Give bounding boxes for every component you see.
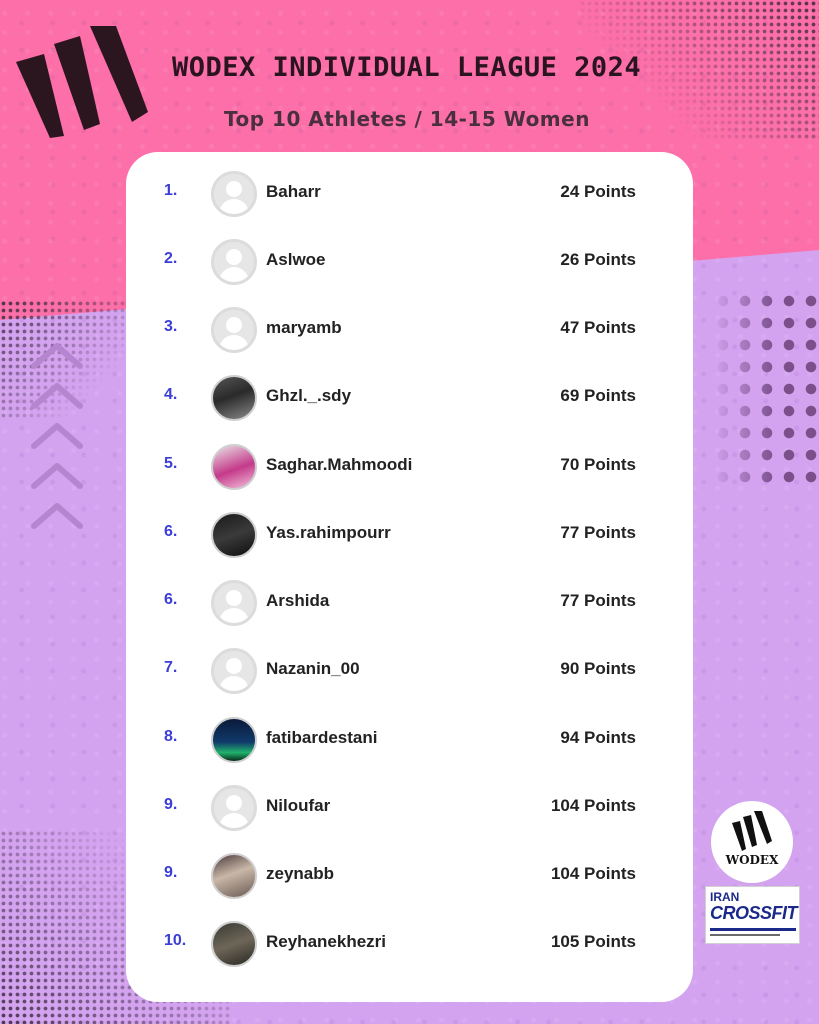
- chevron-up-icon: [31, 463, 83, 489]
- avatar-placeholder-icon: [211, 307, 257, 353]
- athlete-rank: 2.: [164, 250, 178, 267]
- chevron-up-icon: [31, 383, 83, 409]
- athlete-rank: 3.: [164, 318, 178, 335]
- leaderboard-row: 10. Reyhanekhezri 105 Points: [126, 918, 693, 970]
- leaderboard-row: 6. Arshida 77 Points: [126, 577, 693, 629]
- athlete-points: 90 Points: [560, 659, 636, 678]
- athlete-avatar-photo: [211, 921, 257, 967]
- page-subtitle: Top 10 Athletes / 14-15 Women: [224, 107, 590, 131]
- athlete-points: 24 Points: [560, 182, 636, 201]
- athlete-name: Yas.rahimpourr: [266, 523, 391, 542]
- wodex-badge-logo: WODEX: [711, 801, 793, 883]
- crossfit-badge-subline: [710, 934, 780, 936]
- athlete-avatar-photo: [211, 444, 257, 490]
- avatar-placeholder-icon: [211, 648, 257, 694]
- crossfit-badge-rule: [710, 928, 796, 931]
- chevron-stack-decoration: [30, 338, 84, 538]
- athlete-name: Baharr: [266, 182, 321, 201]
- athlete-points: 105 Points: [550, 932, 636, 951]
- wodex-mark-icon: [732, 811, 772, 851]
- athlete-avatar-photo: [211, 375, 257, 421]
- halftone-pattern-top-right: [579, 0, 819, 140]
- athlete-points: 47 Points: [560, 318, 636, 337]
- athlete-points: 94 Points: [560, 728, 636, 747]
- avatar-placeholder-icon: [211, 580, 257, 626]
- athlete-points: 77 Points: [560, 591, 636, 610]
- crossfit-badge-country: IRAN: [710, 890, 740, 904]
- leaderboard-row: 9. Niloufar 104 Points: [126, 782, 693, 834]
- halftone-pattern-left: [0, 300, 130, 420]
- athlete-name: Aslwoe: [266, 250, 326, 269]
- athlete-rank: 5.: [164, 455, 178, 472]
- page-title: WODEX INDIVIDUAL LEAGUE 2024: [172, 52, 642, 83]
- athlete-avatar-photo: [211, 717, 257, 763]
- athlete-avatar-photo: [211, 853, 257, 899]
- athlete-points: 77 Points: [560, 523, 636, 542]
- athlete-points: 104 Points: [550, 864, 636, 883]
- athlete-rank: 9.: [164, 796, 178, 813]
- athlete-name: Reyhanekhezri: [266, 932, 386, 951]
- wodex-logo: [16, 26, 148, 138]
- athlete-points: 69 Points: [560, 386, 636, 405]
- athlete-name: maryamb: [266, 318, 342, 337]
- athlete-name: Saghar.Mahmoodi: [266, 455, 413, 474]
- athlete-rank: 4.: [164, 386, 178, 403]
- wodex-badge-label: WODEX: [725, 853, 779, 867]
- leaderboard-row: 9. zeynabb 104 Points: [126, 850, 693, 902]
- chevron-up-icon: [31, 343, 83, 369]
- athlete-name: zeynabb: [266, 864, 335, 883]
- athlete-points: 70 Points: [560, 455, 636, 474]
- chevron-up-icon: [31, 503, 83, 529]
- athlete-name: Nazanin_00: [266, 659, 360, 678]
- athlete-rank: 6.: [164, 523, 178, 540]
- leaderboard-row: 8. fatibardestani 94 Points: [126, 714, 693, 766]
- chevron-up-icon: [31, 423, 83, 449]
- athlete-rank: 7.: [164, 659, 178, 676]
- leaderboard-row: 4. Ghzl._.sdy 69 Points: [126, 372, 693, 424]
- crossfit-badge-wordmark: CROSSFIT: [710, 903, 798, 923]
- avatar-placeholder-icon: [211, 171, 257, 217]
- leaderboard-card: 1. Baharr 24 Points 2. Aslwoe 26 Points 3. mary…: [126, 152, 693, 1002]
- athlete-name: Ghzl._.sdy: [266, 386, 352, 405]
- athlete-rank: 8.: [164, 728, 178, 745]
- iran-crossfit-badge: IRAN CROSSFIT: [705, 886, 800, 944]
- avatar-placeholder-icon: [211, 785, 257, 831]
- athlete-points: 104 Points: [550, 796, 636, 815]
- athlete-rank: 6.: [164, 591, 178, 608]
- leaderboard-row: 6. Yas.rahimpourr 77 Points: [126, 509, 693, 561]
- athlete-avatar-photo: [211, 512, 257, 558]
- athlete-name: fatibardestani: [266, 728, 378, 747]
- athlete-rank: 9.: [164, 864, 178, 881]
- athlete-points: 26 Points: [560, 250, 636, 269]
- leaderboard-row: 1. Baharr 24 Points: [126, 168, 693, 220]
- avatar-placeholder-icon: [211, 239, 257, 285]
- athlete-name: Arshida: [266, 591, 330, 610]
- leaderboard-row: 2. Aslwoe 26 Points: [126, 236, 693, 288]
- athlete-rank: 1.: [164, 182, 178, 199]
- athlete-name: Niloufar: [266, 796, 331, 815]
- leaderboard-row: 7. Nazanin_00 90 Points: [126, 645, 693, 697]
- athlete-rank: 10.: [164, 932, 187, 949]
- dot-grid-decoration: [712, 290, 819, 490]
- leaderboard-row: 5. Saghar.Mahmoodi 70 Points: [126, 441, 693, 493]
- leaderboard-row: 3. maryamb 47 Points: [126, 304, 693, 356]
